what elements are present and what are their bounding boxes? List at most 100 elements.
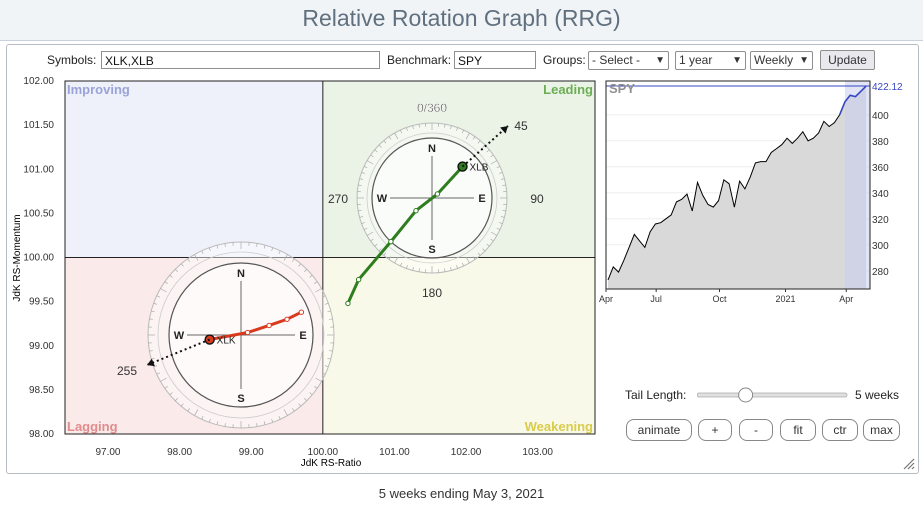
compass-tick xyxy=(149,350,153,352)
symbols-label: Symbols: xyxy=(47,53,97,67)
compass-north-label: N xyxy=(428,143,436,155)
compass-tick xyxy=(169,392,173,396)
x-axis-label: JdK RS-Ratio xyxy=(301,458,362,469)
compass-tick xyxy=(309,274,313,278)
compass-tick xyxy=(263,421,266,425)
compass-tick xyxy=(216,421,219,425)
compass-tick xyxy=(378,144,382,148)
y-tick-label: 100.50 xyxy=(23,208,54,219)
compass-tick xyxy=(187,408,190,412)
compass-tick xyxy=(271,418,274,423)
compass-tick xyxy=(359,178,364,180)
compass-west-label: W xyxy=(377,193,388,205)
update-button[interactable]: Update xyxy=(820,50,875,70)
footer-caption: 5 weeks ending May 3, 2021 xyxy=(378,486,545,501)
compass-tick xyxy=(486,243,490,247)
compass-tick xyxy=(283,254,288,261)
compass-tick xyxy=(461,129,465,134)
resize-grip-icon[interactable] xyxy=(901,456,915,470)
compass-tick xyxy=(374,149,378,153)
spy-line-highlight xyxy=(838,85,867,116)
compass-tick xyxy=(358,210,362,212)
compass-tick xyxy=(496,227,501,231)
y-tick-label: 101.50 xyxy=(23,120,54,131)
compass-tick xyxy=(363,165,368,169)
series-label: XLB xyxy=(470,163,489,174)
compass-tick xyxy=(399,262,403,267)
center-button[interactable]: ctr xyxy=(822,419,858,441)
compass-tick xyxy=(370,238,374,242)
frequency-select-value: Weekly xyxy=(754,53,794,67)
compass-tick xyxy=(472,256,476,260)
spy-x-tick-label: 2021 xyxy=(776,294,796,304)
compass-tick xyxy=(194,254,199,261)
zoom-out-button[interactable]: - xyxy=(739,419,773,441)
title-bar: Relative Rotation Graph (RRG) xyxy=(0,0,923,41)
compass-tick xyxy=(194,409,199,416)
compass-tick xyxy=(358,184,362,186)
weakening-label: Weakening xyxy=(525,419,593,434)
compass-tick xyxy=(208,247,211,252)
heading-label: 255 xyxy=(117,364,137,378)
compass-tick xyxy=(383,252,387,256)
compass-tick xyxy=(499,222,503,224)
rrg-frame xyxy=(64,80,596,435)
spy-line xyxy=(607,85,867,281)
compass-tick xyxy=(496,165,501,169)
compass-tick xyxy=(271,247,274,252)
lagging-label: Lagging xyxy=(67,419,118,434)
tail-point xyxy=(244,329,251,336)
spy-x-tick-label: Apr xyxy=(599,294,613,304)
compass-tick xyxy=(456,265,458,269)
animate-button[interactable]: animate xyxy=(626,419,692,441)
frequency-select[interactable]: Weekly ▼ xyxy=(750,51,813,70)
compass-tick xyxy=(309,392,313,396)
tail-length-label: Tail Length: xyxy=(625,388,687,402)
compass-tick xyxy=(482,248,486,252)
max-button[interactable]: max xyxy=(863,419,900,441)
rrg-chart[interactable]: Improving Leading Lagging Weakening 97.0… xyxy=(0,0,600,475)
compass-tick xyxy=(160,377,167,382)
spy-chart: SPY 422.12 400 380 360 340 320 300 280 Apr Jul O… xyxy=(599,80,903,304)
slider-track[interactable] xyxy=(697,392,848,398)
compass-mid-ring xyxy=(157,251,325,419)
zoom-in-button[interactable]: + xyxy=(698,419,732,441)
compass-tick xyxy=(327,310,331,313)
y-tick-label: 98.50 xyxy=(29,385,54,396)
compass-tick xyxy=(304,398,308,402)
compass-tick xyxy=(321,295,326,298)
period-select[interactable]: 1 year ▼ xyxy=(675,51,746,70)
compass-tick xyxy=(315,288,322,293)
compass-tick xyxy=(499,172,503,174)
spy-x-ticks: Apr Jul Oct 2021 Apr xyxy=(599,289,853,304)
benchmark-input[interactable]: SPY xyxy=(454,51,536,69)
compass-tick xyxy=(444,124,446,128)
compass-tick xyxy=(500,216,505,218)
groups-label: Groups: xyxy=(543,53,586,67)
groups-select[interactable]: - Select - ▼ xyxy=(588,51,669,70)
compass-tick xyxy=(324,302,329,305)
compass-tick xyxy=(361,222,365,224)
y-tick-label: 99.50 xyxy=(29,297,54,308)
compass-degree-bottom: 180 xyxy=(422,286,442,300)
spy-x-tick-label: Apr xyxy=(839,294,853,304)
compass-mid-ring xyxy=(366,132,498,264)
tail-length-slider[interactable] xyxy=(697,386,849,404)
x-tick-label: 98.00 xyxy=(167,447,192,458)
tail-point xyxy=(355,276,362,283)
compass-tick xyxy=(378,248,382,252)
spy-x-tick-label: Jul xyxy=(650,294,662,304)
fit-button[interactable]: fit xyxy=(780,419,816,441)
xlb-heading-arrow: 45 xyxy=(461,119,528,168)
compass-tick xyxy=(450,125,452,130)
compass-tick xyxy=(490,231,498,236)
improving-quadrant xyxy=(65,81,323,258)
x-tick-label: 99.00 xyxy=(239,447,264,458)
compass-tick xyxy=(208,418,211,423)
symbols-input[interactable]: XLK,XLB xyxy=(101,51,380,69)
compass-tick xyxy=(216,245,219,249)
compass-degree-top: 0/360 xyxy=(417,101,447,115)
compass-tick xyxy=(472,136,476,140)
y-axis-ticks: 102.00 101.50 101.00 100.50 100.00 99.50 99.00… xyxy=(23,76,54,440)
slider-thumb[interactable] xyxy=(738,387,754,403)
